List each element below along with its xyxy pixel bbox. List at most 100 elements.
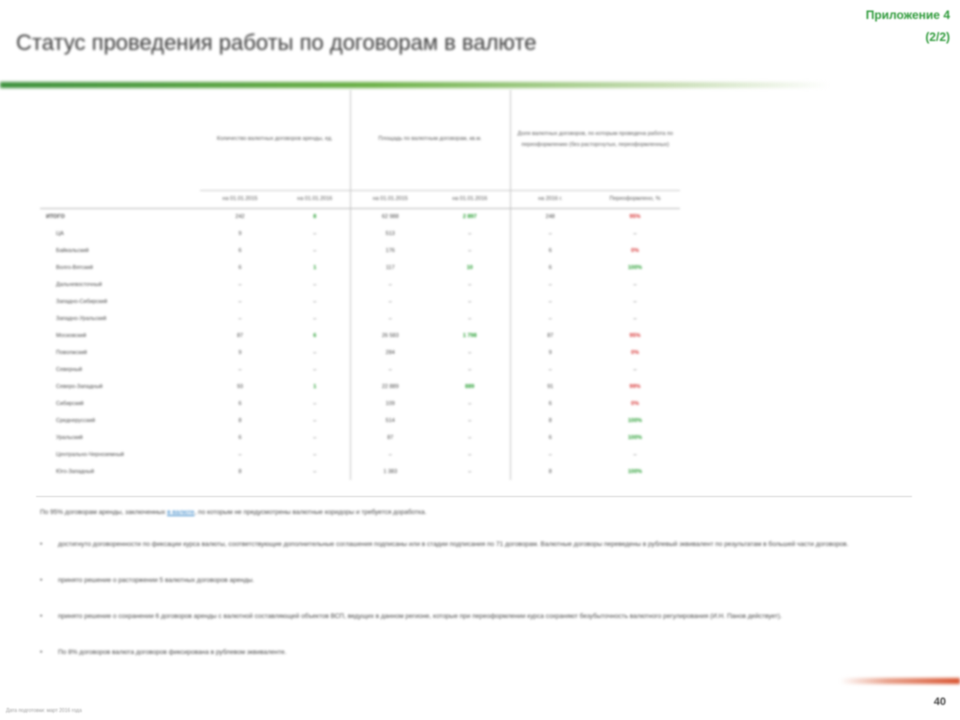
value-cell-c2: 6	[313, 332, 317, 339]
value-cell-c2: –	[313, 230, 317, 237]
value-cell-c4: 2 897	[462, 213, 477, 220]
value-cell-c2: –	[313, 451, 317, 458]
value-cell-c6: –	[633, 281, 637, 288]
value-cell-c6: –	[633, 451, 637, 458]
value-cell-c5: –	[509, 361, 591, 378]
value-cell-c6: 100%	[627, 468, 643, 475]
value-cell-c3: 22 889	[349, 378, 431, 395]
value-cell-c5: 248	[509, 208, 591, 225]
region-name-cell: Поволжский	[56, 349, 87, 356]
value-cell-c1: –	[238, 298, 242, 305]
value-cell-c5: 9	[509, 344, 591, 361]
region-name-cell: Западно-Сибирский	[56, 298, 108, 305]
value-cell-c2: –	[313, 315, 317, 322]
value-cell-c1: –	[238, 451, 242, 458]
value-cell-c2: –	[313, 281, 317, 288]
value-cell-c6: 0%	[631, 400, 639, 407]
table-row: Северный – – – – – –	[40, 361, 680, 378]
subheader-count-2015: на 01.01.2015	[200, 189, 280, 209]
value-cell-c4: –	[468, 281, 472, 288]
value-cell-c6: –	[633, 230, 637, 237]
notes-lead-link[interactable]: в валюте	[167, 509, 195, 516]
appendix-label: Приложение 4 (2/2)	[866, 4, 950, 48]
value-cell-c3: 514	[349, 412, 431, 429]
value-cell-c1: 6	[238, 247, 242, 254]
region-name-cell: Северо-Западный	[56, 383, 103, 390]
value-cell-c2: –	[313, 417, 317, 424]
value-cell-c2: 8	[313, 213, 317, 220]
value-cell-c5: 6	[509, 395, 591, 412]
value-cell-c6: 100%	[627, 434, 643, 441]
header-group-share: Доля валютных договоров, по которым пров…	[509, 90, 681, 190]
value-cell-c3: 117	[349, 259, 431, 276]
value-cell-c3: 87	[349, 429, 431, 446]
appendix-label-line1: Приложение 4	[865, 8, 950, 22]
value-cell-c4: –	[468, 451, 472, 458]
value-cell-c4: –	[468, 366, 472, 373]
notes-bullet: принято решение о сохранении 6 договоров…	[40, 612, 910, 622]
value-cell-c3: 513	[349, 225, 431, 242]
value-cell-c2: –	[313, 298, 317, 305]
value-cell-c1: 8	[238, 468, 242, 475]
bottom-divider	[36, 496, 912, 497]
value-cell-c6: 99%	[629, 383, 641, 390]
table-row: Волго-Вятский 6 1 117 10 6 100%	[40, 259, 680, 276]
table-row: Юго-Западный 8 – 1 383 – 8 100%	[40, 463, 680, 480]
value-cell-c3: 62 988	[349, 208, 431, 225]
table-row: ИТОГО 242 8 62 988 2 897 248 95%	[40, 208, 680, 225]
value-cell-c2: –	[313, 434, 317, 441]
slide-title: Статус проведения работы по договорам в …	[16, 30, 537, 55]
value-cell-c6: 95%	[629, 332, 641, 339]
region-name-cell: Среднерусский	[56, 417, 96, 424]
value-cell-c2: –	[313, 468, 317, 475]
value-cell-c1: –	[238, 281, 242, 288]
value-cell-c1: 6	[238, 400, 242, 407]
subheader-area-2015: на 01.01.2015	[349, 189, 431, 209]
value-cell-c5: 6	[509, 429, 591, 446]
notes-lead-text-2: , по которым не предусмотрены валютные к…	[194, 509, 427, 516]
notes-bullet: По 8% договоров валюта договоров фиксиро…	[40, 648, 910, 658]
value-cell-c6: 95%	[629, 213, 641, 220]
subheader-empty	[40, 190, 200, 209]
value-cell-c5: 6	[509, 259, 591, 276]
region-name-cell: Дальневосточный	[56, 281, 102, 288]
region-name-cell: Центрально-Черноземный	[56, 451, 124, 458]
table-row: Западно-Уральский – – – – – –	[40, 310, 680, 327]
title-underline	[0, 82, 830, 88]
contracts-table: Количество валютных договоров аренды, ед…	[40, 90, 681, 480]
region-name-cell: ИТОГО	[46, 213, 65, 220]
value-cell-c3: –	[349, 361, 431, 378]
value-cell-c3: 26 583	[349, 327, 431, 344]
footnote: Дата подготовки: март 2016 года	[6, 708, 82, 714]
table-row: Северо-Западный 93 1 22 889 889 91 99%	[40, 378, 680, 395]
value-cell-c3: 284	[349, 344, 431, 361]
region-name-cell: Волго-Вятский	[56, 264, 93, 271]
value-cell-c1: –	[238, 366, 242, 373]
value-cell-c2: 1	[313, 383, 317, 390]
value-cell-c4: –	[468, 230, 472, 237]
region-name-cell: Сибирский	[56, 400, 84, 407]
table-row: Байкальский 6 – 176 – 6 0%	[40, 242, 680, 259]
value-cell-c3: 176	[349, 242, 431, 259]
appendix-label-line2: (2/2)	[925, 30, 950, 44]
notes-lead-text: По 95% договорам аренды, заключенных	[40, 509, 168, 516]
table-row: ЦА 9 – 513 – – –	[40, 225, 680, 242]
value-cell-c6: 100%	[627, 264, 643, 271]
subheader-count-2016: на 01.01.2016	[280, 189, 351, 209]
value-cell-c6: 100%	[627, 417, 643, 424]
value-cell-c1: 9	[238, 230, 242, 237]
value-cell-c6: –	[633, 298, 637, 305]
value-cell-c5: –	[509, 310, 591, 327]
table-row: Поволжский 9 – 284 – 9 0%	[40, 344, 680, 361]
value-cell-c4: –	[468, 434, 472, 441]
value-cell-c2: –	[313, 247, 317, 254]
value-cell-c6: –	[633, 366, 637, 373]
region-name-cell: Северный	[56, 366, 83, 373]
value-cell-c1: 8	[238, 417, 242, 424]
value-cell-c4: –	[468, 315, 472, 322]
value-cell-c1: 93	[236, 383, 244, 390]
value-cell-c1: 87	[236, 332, 244, 339]
value-cell-c5: –	[509, 446, 591, 463]
value-cell-c4: 10	[466, 264, 473, 271]
value-cell-c5: –	[509, 293, 591, 310]
